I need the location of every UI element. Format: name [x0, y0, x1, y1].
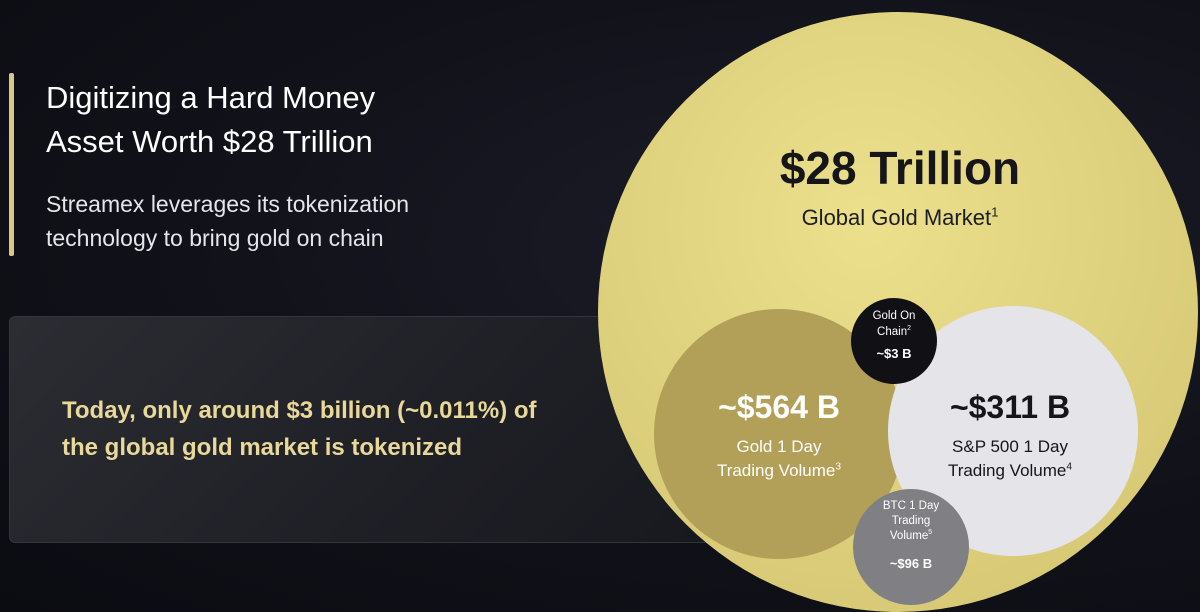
title-line-2: Asset Worth $28 Trillion [46, 124, 373, 159]
gold-on-chain-caption: Gold On Chain2 [851, 308, 937, 340]
gold-volume-caption-line-2: Trading Volume [716, 461, 836, 480]
gold-on-chain-value: ~$3 B [876, 346, 912, 361]
btc-volume-caption-line-1: BTC 1 Day [882, 500, 940, 512]
btc-volume-caption-line-2: Trading [891, 515, 931, 527]
gold-volume-caption-line-2-wrap: Trading Volume3 [664, 459, 894, 483]
gold-on-chain-bubble [851, 298, 937, 384]
gold-on-chain-caption-line-2-wrap: Chain2 [851, 324, 937, 340]
btc-volume-caption-line-3: Volume [889, 530, 929, 542]
btc-volume-caption: BTC 1 Day Trading Volume5 [853, 499, 969, 544]
gold-volume-footnote: 3 [835, 461, 842, 473]
sp500-volume-caption-line-2: Trading Volume [947, 461, 1067, 480]
page-subtitle: Streamex leverages its tokenization tech… [46, 187, 409, 255]
sp500-volume-footnote: 4 [1066, 461, 1073, 473]
global-gold-value: $28 Trillion [779, 142, 1021, 194]
subtitle-line-2: technology to bring gold on chain [46, 225, 384, 251]
gold-on-chain-footnote: 2 [907, 325, 911, 333]
global-gold-caption-text: Global Gold Market [801, 205, 992, 230]
gold-volume-value: ~$564 B [718, 389, 840, 425]
title-line-1: Digitizing a Hard Money [46, 80, 376, 115]
btc-volume-value: ~$96 B [889, 556, 933, 571]
callout-line-2: the global gold market is tokenized [62, 434, 463, 461]
gold-volume-caption-line-1: Gold 1 Day [736, 437, 822, 456]
title-accent-bar [9, 73, 14, 256]
btc-volume-caption-line-3-wrap: Volume5 [853, 529, 969, 544]
btc-volume-footnote: 5 [928, 529, 933, 537]
sp500-volume-caption-line-1: S&P 500 1 Day [952, 437, 1068, 456]
gold-on-chain-caption-line-2: Chain [877, 326, 908, 338]
callout-box: Today, only around $3 billion (~0.011%) … [9, 316, 711, 543]
gold-on-chain-caption-line-1: Gold On [872, 310, 916, 322]
btc-trading-volume-bubble [853, 489, 969, 605]
global-gold-footnote: 1 [991, 204, 999, 220]
sp500-volume-caption-line-2-wrap: Trading Volume4 [895, 459, 1125, 483]
gold-volume-caption: Gold 1 Day Trading Volume3 [664, 435, 894, 483]
page-title: Digitizing a Hard Money Asset Worth $28 … [46, 76, 375, 164]
global-gold-caption: Global Gold Market1 [700, 203, 1100, 233]
subtitle-line-1: Streamex leverages its tokenization [46, 191, 410, 217]
sp500-volume-caption: S&P 500 1 Day Trading Volume4 [895, 435, 1125, 483]
callout-line-1: Today, only around $3 billion (~0.011%) … [62, 397, 537, 424]
sp500-volume-value: ~$311 B [949, 389, 1071, 425]
callout-text: Today, only around $3 billion (~0.011%) … [62, 392, 537, 466]
